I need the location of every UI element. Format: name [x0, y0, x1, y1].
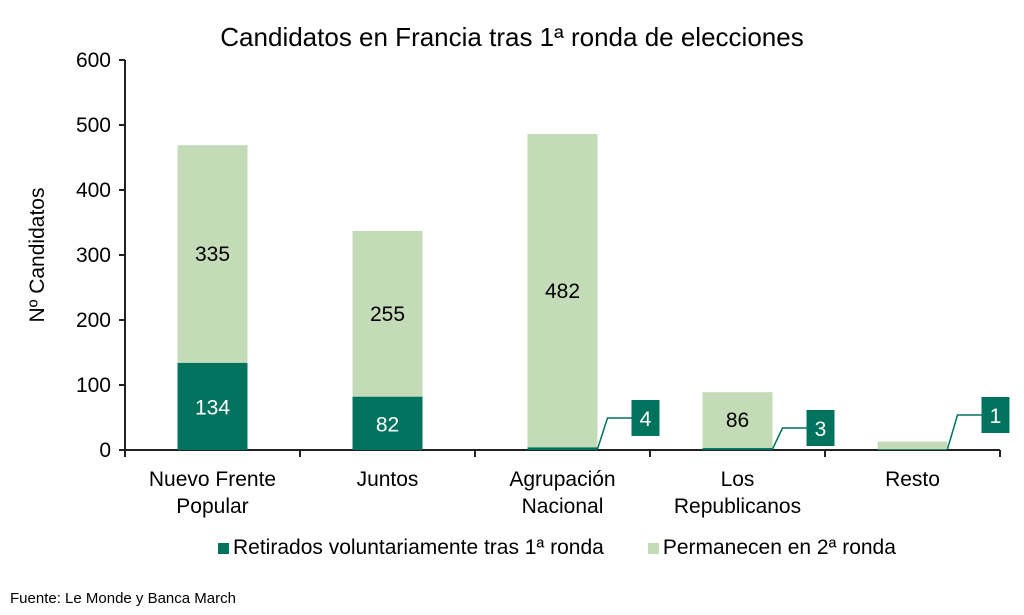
callout-box-retirados — [806, 410, 835, 446]
bar-permanecen — [352, 230, 423, 397]
category-label: Nuevo Frente — [149, 468, 276, 491]
category-label: Agrupación — [509, 468, 615, 491]
legend-item-permanecen: Permanecen en 2ª ronda — [647, 536, 896, 560]
bar-retirados — [527, 447, 598, 450]
y-tick-label: 200 — [76, 309, 111, 332]
axes: 0 100 200 300 400 500 600 — [76, 49, 1001, 462]
data-label-retirados: 4 — [640, 408, 652, 431]
bar-permanecen — [527, 134, 598, 448]
legend-label-permanecen: Permanecen en 2ª ronda — [662, 536, 896, 559]
category-label: Republicanos — [674, 495, 801, 518]
data-label-retirados: 82 — [376, 413, 399, 436]
legend-item-retirados: Retirados voluntariamente tras 1ª ronda — [218, 536, 604, 560]
callout-box-retirados — [631, 400, 660, 436]
data-label-retirados: 134 — [195, 396, 230, 419]
category-label: Popular — [176, 495, 248, 518]
chart-title: Candidatos en Francia tras 1ª ronda de e… — [220, 22, 803, 52]
bar-retirados — [352, 396, 423, 450]
data-label-retirados: 3 — [815, 418, 827, 441]
leader-line — [771, 427, 807, 450]
source-note: Fuente: Le Monde y Banca March — [10, 590, 236, 607]
chart: Candidatos en Francia tras 1ª ronda de e… — [26, 22, 1010, 518]
bar-permanecen — [702, 392, 773, 449]
data-label-permanecen: 255 — [370, 303, 405, 326]
y-tick-label: 600 — [76, 49, 111, 72]
data-labels: 335 134 255 82 482 4 86 3 1 — [195, 243, 1010, 450]
data-label-permanecen: 335 — [195, 243, 230, 266]
leader-line — [596, 417, 632, 450]
bar-permanecen — [177, 145, 248, 363]
bar-retirados — [877, 449, 948, 450]
callout-box-retirados — [981, 397, 1010, 433]
y-tick-label: 500 — [76, 114, 111, 137]
bar-retirados — [702, 448, 773, 450]
data-label-permanecen: 86 — [726, 409, 749, 432]
leader-line — [946, 414, 982, 450]
bars — [177, 134, 948, 450]
category-label: Juntos — [357, 468, 419, 491]
legend-swatch-permanecen — [647, 542, 659, 554]
y-tick-label: 0 — [99, 439, 111, 462]
y-tick-label: 100 — [76, 374, 111, 397]
category-label: Resto — [885, 468, 940, 491]
y-tick-label: 300 — [76, 244, 111, 267]
bar-retirados — [177, 362, 248, 450]
data-label-retirados: 1 — [990, 405, 1002, 428]
y-tick-label: 400 — [76, 179, 111, 202]
y-axis-label: Nº Candidatos — [26, 188, 49, 323]
category-label: Los — [721, 468, 755, 491]
category-label: Nacional — [522, 495, 604, 518]
legend-label-retirados: Retirados voluntariamente tras 1ª ronda — [233, 536, 604, 559]
data-label-permanecen: 482 — [545, 280, 580, 303]
category-labels: Nuevo Frente Popular Juntos Agrupación Nacio… — [149, 468, 940, 518]
legend-swatch-retirados — [218, 542, 229, 554]
legend: Retirados voluntariamente tras 1ª ronda … — [218, 536, 940, 560]
bar-permanecen — [877, 441, 948, 450]
